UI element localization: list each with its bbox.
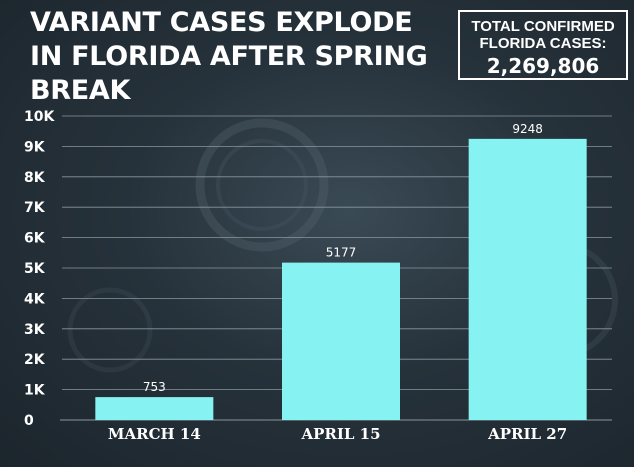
bar	[282, 262, 400, 420]
y-tick-label: 4K	[24, 291, 46, 307]
y-tick-label: 10K	[24, 109, 55, 125]
y-tick-label: 3K	[24, 322, 46, 338]
y-tick-label: 9K	[24, 139, 46, 155]
total-cases-label: TOTAL CONFIRMED FLORIDA CASES:	[471, 18, 615, 52]
y-tick-label: 5K	[24, 261, 46, 277]
x-tick-label: APRIL 15	[300, 425, 380, 443]
y-tick-label: 7K	[24, 200, 46, 216]
bar	[95, 397, 214, 420]
total-cases-box: TOTAL CONFIRMED FLORIDA CASES: 2,269,806	[458, 10, 628, 80]
y-tick-label: 1K	[24, 383, 46, 399]
total-cases-value: 2,269,806	[486, 54, 600, 78]
y-tick-label: 2K	[24, 352, 46, 368]
data-label: 5177	[326, 246, 357, 260]
y-tick-label: 6K	[24, 231, 46, 247]
data-label: 9248	[512, 122, 543, 136]
y-tick-label: 0	[24, 413, 34, 429]
data-label: 753	[143, 380, 166, 394]
chart-title: VARIANT CASES EXPLODE IN FLORIDA AFTER S…	[30, 7, 428, 106]
x-tick-label: APRIL 27	[487, 425, 567, 443]
x-tick-label: MARCH 14	[108, 425, 201, 443]
bar	[468, 138, 587, 421]
y-tick-label: 8K	[24, 170, 46, 186]
